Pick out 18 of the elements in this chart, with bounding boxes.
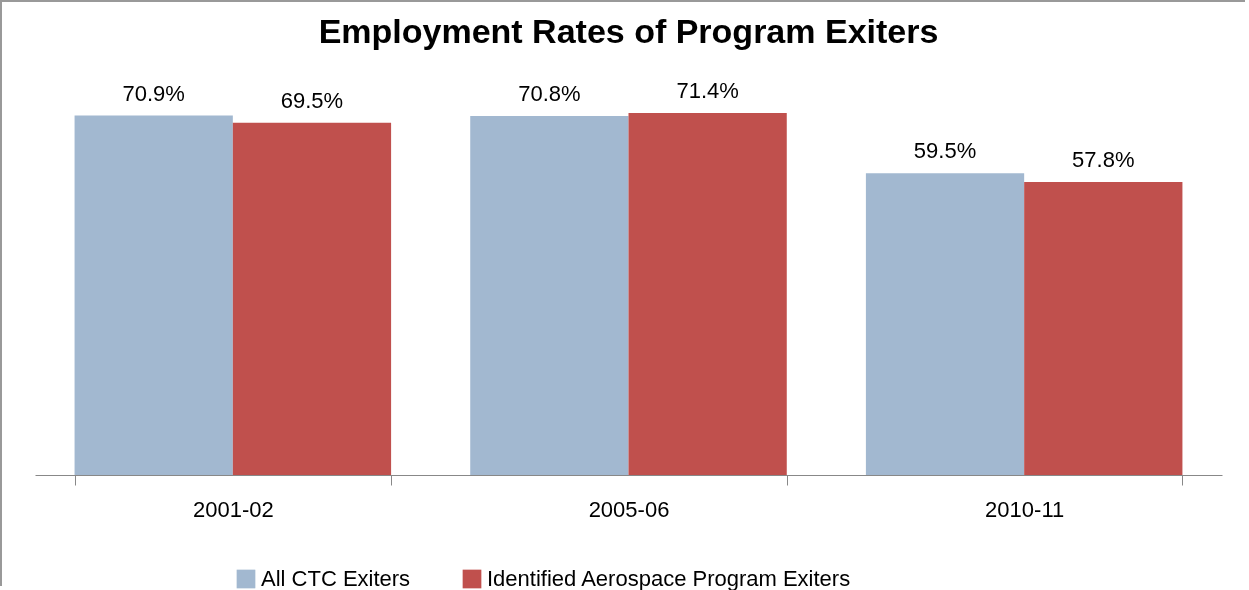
bar: [232, 122, 392, 475]
x-tick-label: 2005-06: [588, 496, 670, 522]
bar: [470, 116, 629, 475]
legend-label: Identified Aerospace Program Exiters: [487, 566, 851, 590]
bar: [628, 113, 787, 475]
data-label: 69.5%: [280, 87, 344, 113]
bar: [1024, 181, 1183, 475]
bar: [74, 115, 233, 475]
data-label: 70.8%: [518, 81, 581, 107]
bar: [865, 173, 1025, 475]
x-tick-label: 2010-11: [985, 496, 1065, 522]
data-label: 70.9%: [122, 80, 185, 106]
x-tick-label: 2001-02: [192, 496, 274, 522]
data-label: 71.4%: [676, 78, 739, 103]
chart-title: Employment Rates of Program Exiters: [318, 12, 939, 50]
data-label: 57.8%: [1072, 146, 1135, 172]
legend-label: All CTC Exiters: [261, 566, 411, 590]
data-label: 59.5%: [913, 138, 977, 164]
